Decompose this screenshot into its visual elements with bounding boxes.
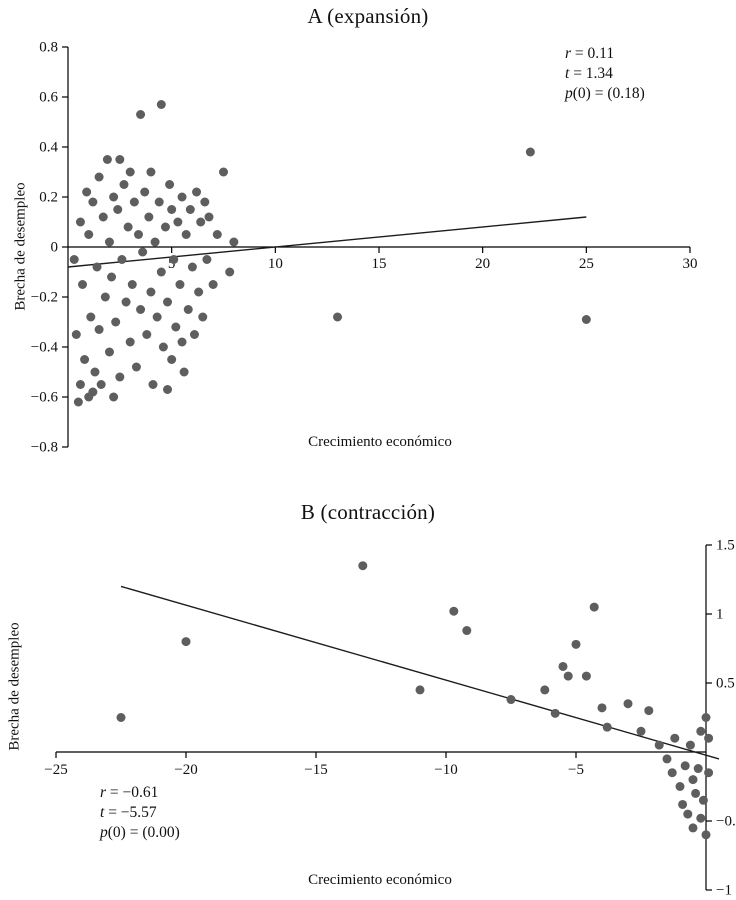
y-tick-label: −0.6 — [31, 390, 59, 406]
panel-b-title: B (contracción) — [300, 500, 436, 524]
panel-a-title: A (expansión) — [307, 4, 429, 28]
y-tick-label: −0.2 — [31, 290, 58, 306]
stat-line: t = −5.57 — [100, 804, 157, 821]
y-tick-label: −0.5 — [716, 814, 736, 830]
x-tick-label: −5 — [568, 762, 584, 778]
x-tick-label: 15 — [372, 256, 387, 272]
x-tick-label: −20 — [174, 762, 197, 778]
axes: 5 10 15 20 25 30 0.8 0.6 0.4 0.2 0 −0.2 −0.4 −0.6 −0.8 — [31, 40, 698, 456]
x-tick-label: 25 — [579, 256, 594, 272]
y-tick-label: 0.2 — [39, 190, 58, 206]
panel-expansion: A (expansión) Brecha de desempleo 5 10 15 2… — [13, 4, 698, 456]
y-tick-label: 0 — [51, 240, 59, 256]
panel-a-scatter-plot: 5 10 15 20 25 30 0.8 0.6 0.4 0.2 0 −0.2 −0.4 −0.6 −0.8 — [31, 40, 698, 456]
x-tick-label: −10 — [434, 762, 457, 778]
x-tick-label: 10 — [268, 256, 283, 272]
x-tick-label: 5 — [168, 256, 176, 272]
x-tick-label: −25 — [44, 762, 67, 778]
y-tick-label: 0.5 — [716, 676, 735, 692]
y-tick-label: −0.4 — [31, 340, 59, 356]
x-tick-label: 20 — [475, 256, 490, 272]
panel-b-scatter-plot: −25 −20 −15 −10 −5 1.5 1 0.5 −0.5 −1 — [44, 538, 736, 899]
regression-line — [120, 585, 720, 760]
stat-line: r = −0.61 — [100, 784, 159, 801]
panel-a-x-axis-label: Crecimiento económico — [308, 434, 452, 450]
stat-line: r = 0.11 — [565, 45, 615, 62]
y-tick-label: −1 — [716, 883, 732, 899]
x-tick-label: −15 — [304, 762, 327, 778]
panel-a-stats-annotation: r = 0.11 t = 1.34 p(0) = (0.18) — [565, 44, 645, 104]
data-points — [116, 561, 714, 840]
regression-line — [67, 216, 587, 268]
y-tick-label: 1.5 — [716, 538, 735, 554]
y-tick-label: 1 — [716, 607, 724, 623]
data-points — [69, 100, 591, 407]
y-tick-label: 0.4 — [39, 140, 58, 156]
axes: −25 −20 −15 −10 −5 1.5 1 0.5 −0.5 −1 — [44, 538, 736, 899]
panel-contraction: B (contracción) Brecha de desempleo −25−… — [0, 490, 736, 900]
y-tick-label: 0.8 — [39, 40, 58, 56]
panel-b-x-axis-label: Crecimiento económico — [308, 872, 452, 888]
panel-b-stats-annotation: r = −0.61 t = −5.57 p(0) = (0.00) — [100, 783, 180, 843]
stat-line: t = 1.34 — [565, 65, 613, 82]
y-tick-label: 0.6 — [39, 90, 58, 106]
stat-line: p(0) = (0.18) — [565, 85, 645, 102]
x-tick-label: 30 — [683, 256, 698, 272]
y-tick-label: −0.8 — [31, 440, 58, 456]
stat-line: p(0) = (0.00) — [100, 824, 180, 841]
